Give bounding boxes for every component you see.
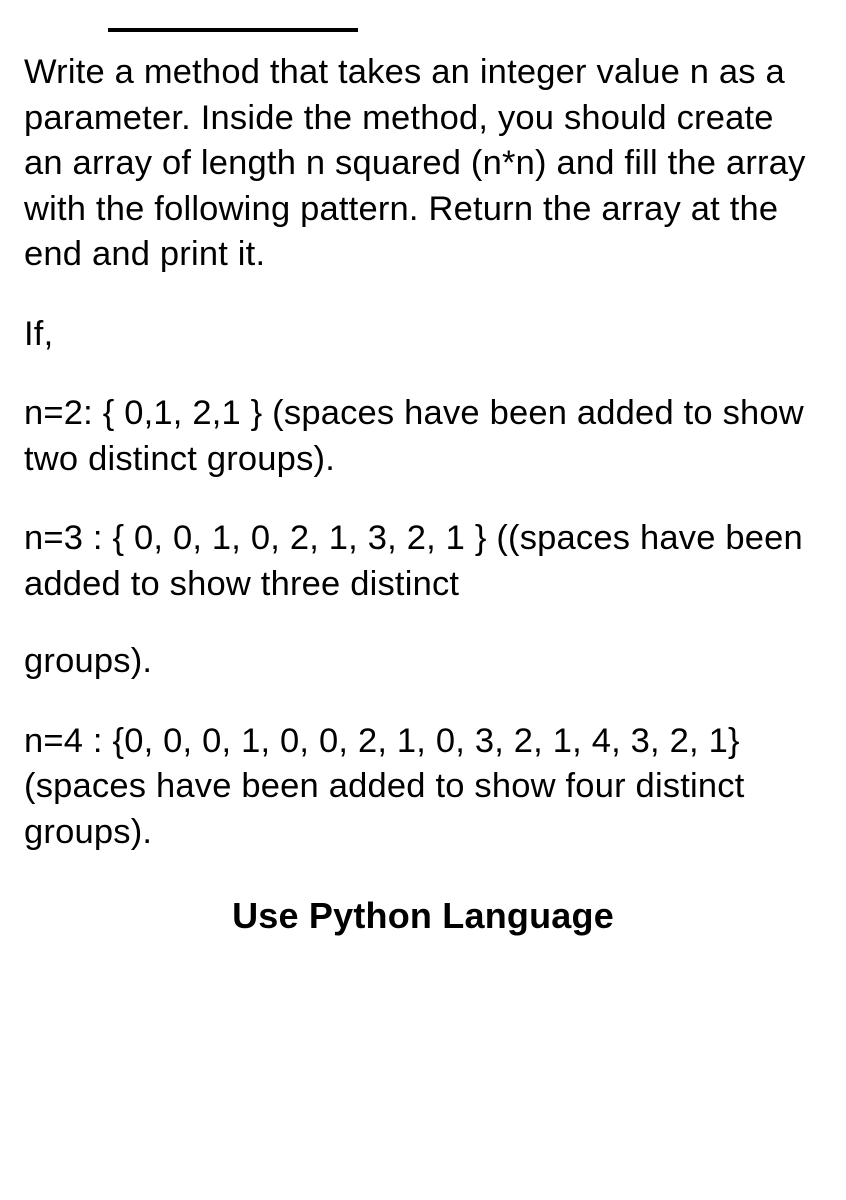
document-page: Write a method that takes an integer val… — [0, 0, 846, 937]
example-n2: n=2: { 0,1, 2,1 } (spaces have been adde… — [24, 391, 822, 482]
footer-instruction: Use Python Language — [24, 895, 822, 937]
groups-tail: groups). — [24, 639, 822, 685]
intro-paragraph: Write a method that takes an integer val… — [24, 50, 822, 278]
example-n3: n=3 : { 0, 0, 1, 0, 2, 1, 3, 2, 1 } ((sp… — [24, 516, 822, 607]
if-label: If, — [24, 312, 822, 358]
horizontal-rule — [108, 28, 358, 32]
example-n4: n=4 : {0, 0, 0, 1, 0, 0, 2, 1, 0, 3, 2, … — [24, 719, 822, 856]
